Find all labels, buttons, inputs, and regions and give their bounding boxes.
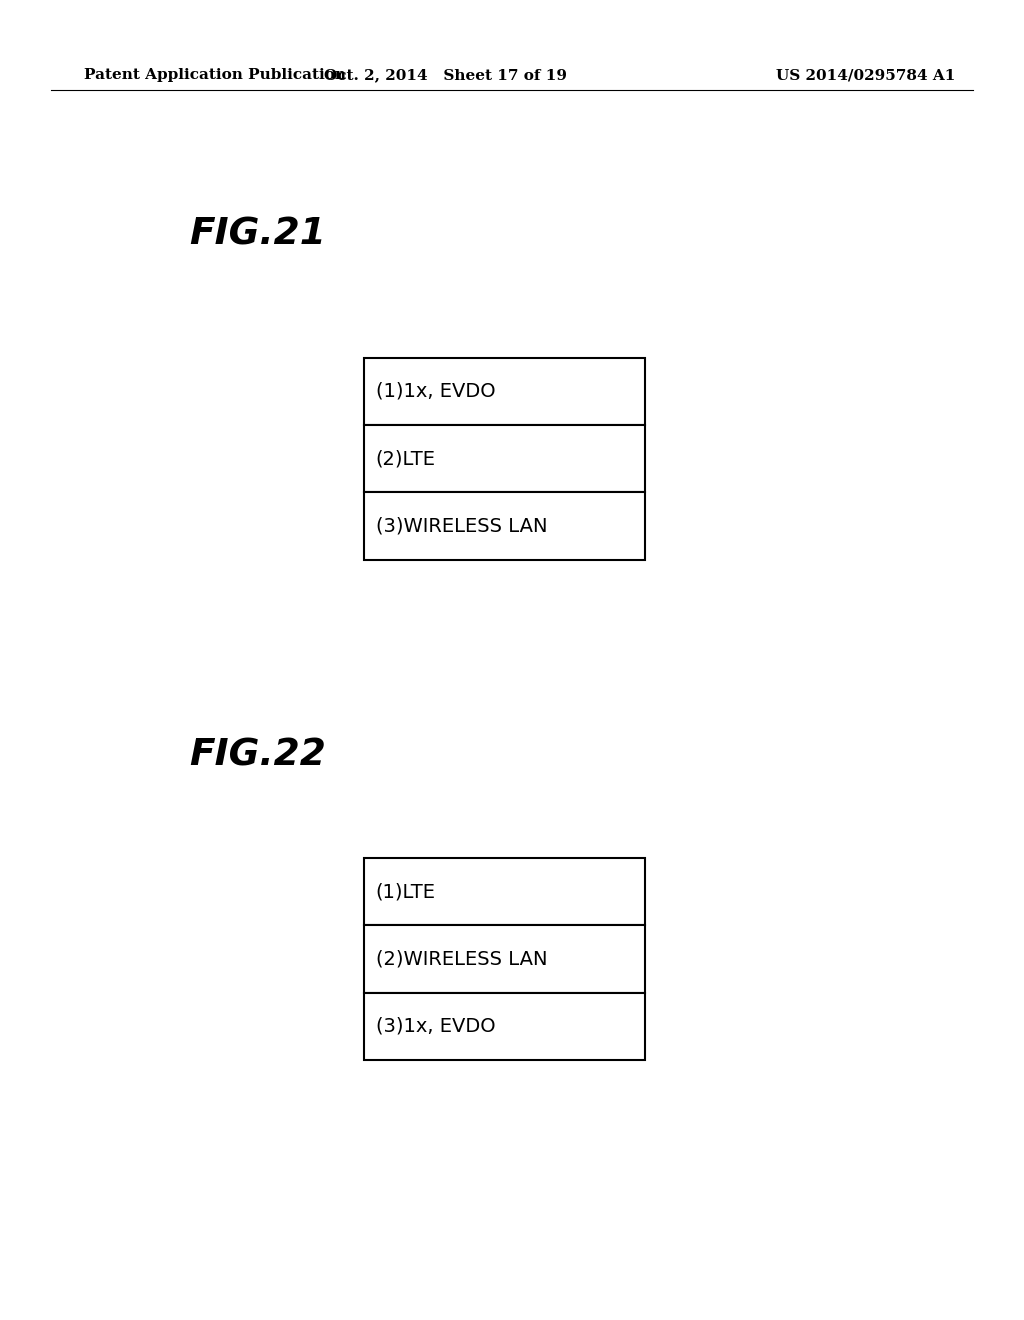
Text: (2)WIRELESS LAN: (2)WIRELESS LAN <box>376 949 547 969</box>
Text: (3)WIRELESS LAN: (3)WIRELESS LAN <box>376 516 547 536</box>
Text: (2)LTE: (2)LTE <box>376 449 436 469</box>
Text: (1)LTE: (1)LTE <box>376 882 436 902</box>
Bar <box>364 858 645 925</box>
Bar <box>364 925 645 993</box>
Text: US 2014/0295784 A1: US 2014/0295784 A1 <box>775 69 955 82</box>
Text: FIG.22: FIG.22 <box>189 737 327 774</box>
Text: Oct. 2, 2014   Sheet 17 of 19: Oct. 2, 2014 Sheet 17 of 19 <box>324 69 567 82</box>
Bar <box>364 492 645 560</box>
Bar <box>364 358 645 425</box>
Text: FIG.21: FIG.21 <box>189 216 327 253</box>
Text: Patent Application Publication: Patent Application Publication <box>84 69 346 82</box>
Text: (1)1x, EVDO: (1)1x, EVDO <box>376 381 496 401</box>
Text: (3)1x, EVDO: (3)1x, EVDO <box>376 1016 496 1036</box>
Bar <box>364 425 645 492</box>
Bar <box>364 993 645 1060</box>
